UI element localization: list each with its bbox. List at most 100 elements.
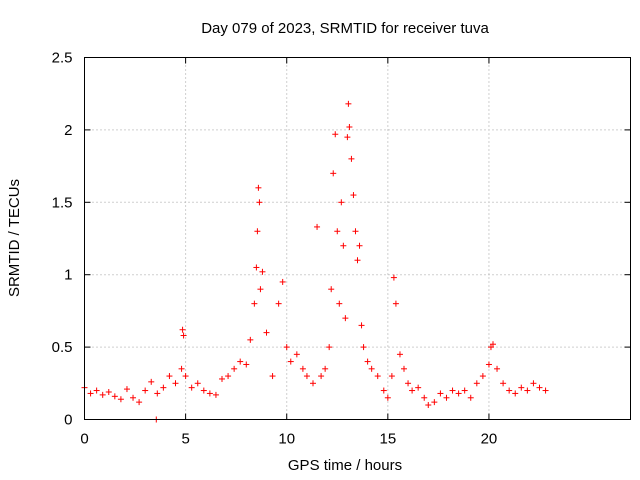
data-point: [415, 384, 422, 391]
data-point: [338, 199, 345, 206]
plot-frame: [84, 57, 631, 420]
data-point: [467, 394, 474, 401]
data-point: [160, 384, 167, 391]
data-point: [455, 390, 462, 397]
data-point: [303, 373, 310, 380]
y-tick-label: 2: [64, 122, 72, 139]
data-point: [449, 387, 456, 394]
data-point: [87, 390, 94, 397]
data-point: [494, 365, 501, 372]
x-axis-label: GPS time / hours: [288, 457, 402, 474]
data-point: [380, 387, 387, 394]
data-point: [212, 391, 219, 398]
y-tick-label: 2.5: [52, 50, 73, 67]
data-point: [536, 384, 543, 391]
data-point: [194, 380, 201, 387]
data-point: [396, 351, 403, 358]
data-point: [154, 390, 161, 397]
data-point: [256, 199, 263, 206]
data-point: [166, 373, 173, 380]
data-point: [340, 242, 347, 249]
chart-title: Day 079 of 2023, SRMTID for receiver tuv…: [201, 20, 489, 37]
y-tick-label: 0.5: [52, 339, 73, 356]
data-point: [237, 358, 244, 365]
data-point: [346, 124, 353, 131]
data-point: [345, 100, 352, 107]
data-point: [188, 384, 195, 391]
data-point: [352, 228, 359, 235]
data-point: [255, 184, 262, 191]
data-point: [356, 242, 363, 249]
y-axis-ticks: 0 0.5 1 1.5 2 2.5: [52, 50, 631, 429]
data-point: [489, 341, 496, 348]
y-axis-label: SRMTID / TECUs: [6, 179, 23, 297]
x-tick-label: 15: [379, 431, 396, 448]
data-point: [123, 386, 130, 393]
data-point: [388, 373, 395, 380]
data-point: [500, 380, 507, 387]
y-tick-label: 1.5: [52, 194, 73, 211]
data-point: [251, 300, 258, 307]
data-point: [334, 228, 341, 235]
data-point: [374, 373, 381, 380]
data-point: [206, 390, 213, 397]
data-point: [358, 322, 365, 329]
data-point: [219, 375, 226, 382]
data-point: [364, 358, 371, 365]
data-point: [392, 300, 399, 307]
data-point: [421, 394, 428, 401]
data-point: [344, 134, 351, 141]
data-point: [99, 391, 106, 398]
data-point: [384, 394, 391, 401]
x-tick-label: 0: [80, 431, 88, 448]
data-point: [178, 365, 185, 372]
data-point: [148, 378, 155, 385]
data-point: [443, 394, 450, 401]
data-point: [524, 387, 531, 394]
data-point: [310, 380, 317, 387]
data-point: [401, 365, 408, 372]
data-point: [479, 373, 486, 380]
data-point: [117, 396, 124, 403]
data-point: [318, 373, 325, 380]
data-point: [332, 131, 339, 138]
data-point: [542, 387, 549, 394]
data-point: [254, 228, 261, 235]
data-point: [326, 344, 333, 351]
data-point: [182, 373, 189, 380]
data-point: [130, 394, 137, 401]
x-axis-ticks: 0 5 10 15 20: [80, 57, 498, 448]
data-point: [172, 380, 179, 387]
x-tick-label: 20: [481, 431, 498, 448]
data-point: [263, 329, 270, 336]
data-point: [348, 155, 355, 162]
data-point: [461, 387, 468, 394]
axes: [84, 57, 631, 420]
data-point: [473, 380, 480, 387]
x-tick-label: 5: [181, 431, 189, 448]
data-point: [390, 274, 397, 281]
data-point: [360, 344, 367, 351]
data-point: [431, 399, 438, 406]
x-tick-label: 10: [278, 431, 295, 448]
data-point: [105, 388, 112, 395]
data-point: [111, 393, 118, 400]
data-point: [342, 315, 349, 322]
data-point: [409, 387, 416, 394]
data-point: [180, 332, 187, 339]
data-point: [299, 365, 306, 372]
data-point: [518, 384, 525, 391]
data-point: [336, 300, 343, 307]
data-point: [200, 387, 207, 394]
data-point: [287, 358, 294, 365]
data-point: [136, 399, 143, 406]
data-point: [506, 387, 513, 394]
data-point: [437, 390, 444, 397]
data-point: [179, 326, 186, 333]
data-point: [322, 365, 329, 372]
data-point: [243, 361, 250, 368]
y-tick-label: 1: [64, 267, 72, 284]
data-point: [354, 257, 361, 264]
data-point: [93, 387, 100, 394]
